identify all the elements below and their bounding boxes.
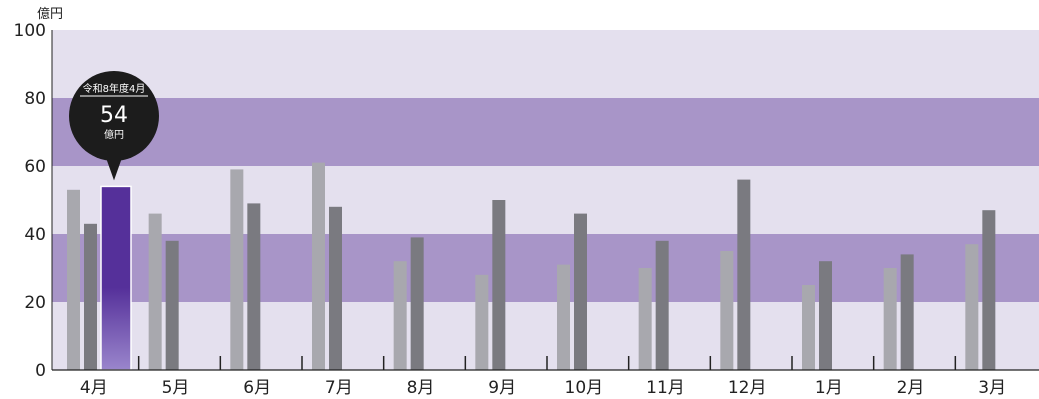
x-tick-label-9: 1月 (815, 378, 843, 398)
bar-series2-3 (329, 206, 342, 370)
background-bands (52, 30, 1039, 370)
x-tick-label-4: 8月 (407, 378, 435, 398)
band-20-40 (52, 234, 1039, 302)
y-tick-label-60: 60 (24, 157, 46, 177)
bar-series1-9 (802, 285, 815, 370)
bar-series2-7 (655, 240, 669, 370)
bar-series2-8 (737, 179, 751, 370)
bar-series2-2 (247, 203, 261, 370)
bars (67, 162, 996, 371)
band-40-60 (52, 166, 1039, 234)
bar-series2-6 (574, 213, 587, 370)
y-tick-label-0: 0 (35, 361, 46, 381)
x-tick-label-10: 2月 (897, 378, 925, 398)
x-tick-label-2: 6月 (243, 378, 271, 398)
x-tick-label-5: 9月 (488, 378, 516, 398)
bar-series1-1 (148, 213, 162, 370)
tooltip-unit: 億円 (104, 128, 124, 141)
band-80-100 (52, 30, 1039, 98)
bar-series2-1 (165, 240, 179, 370)
tooltip-bubble (69, 71, 159, 161)
bar-series1-6 (557, 264, 570, 370)
band-0-20 (52, 302, 1039, 370)
y-axis: 億円 0 20 40 60 80 100 (14, 6, 63, 381)
x-tick-label-8: 12月 (728, 378, 767, 398)
y-tick-label-100: 100 (14, 21, 46, 41)
bar-series2-9 (819, 261, 832, 370)
bar-series2-10 (900, 254, 914, 370)
bar-series2-11 (982, 210, 996, 370)
band-60-80 (52, 98, 1039, 166)
x-tick-label-0: 4月 (80, 378, 108, 398)
y-tick-label-40: 40 (24, 225, 46, 245)
bar-series2-0 (84, 223, 97, 370)
tooltip: 令和8年度4月 54 億円 (69, 71, 159, 181)
x-tick-label-1: 5月 (162, 378, 190, 398)
x-tick-label-3: 7月 (325, 378, 353, 398)
tooltip-value: 54 (100, 103, 128, 128)
x-tick-label-11: 3月 (978, 378, 1006, 398)
tooltip-pointer (105, 155, 123, 181)
bar-series1-5 (475, 274, 489, 370)
bar-series1-8 (720, 251, 734, 370)
bar-series1-11 (965, 244, 979, 370)
bar-series2-5 (492, 200, 506, 370)
y-tick-label-20: 20 (24, 293, 46, 313)
bar-series1-4 (393, 261, 407, 370)
bar-series2-4 (410, 237, 424, 370)
x-tick-label-7: 11月 (646, 378, 685, 398)
bar-series1-7 (638, 268, 652, 370)
x-tick-label-6: 10月 (565, 378, 604, 398)
bar-series1-0 (67, 189, 80, 370)
y-tick-label-80: 80 (24, 89, 46, 109)
bar-series1-2 (230, 169, 244, 370)
bar-series1-3 (312, 162, 325, 370)
x-axis: 4月 5月 6月 7月 8月 9月 10月 11月 12月 1月 2月 3月 (52, 356, 1039, 398)
tooltip-heading: 令和8年度4月 (83, 82, 146, 95)
bar-current-0 (100, 185, 132, 371)
y-axis-unit-label: 億円 (37, 6, 63, 22)
bar-series1-10 (883, 268, 897, 370)
